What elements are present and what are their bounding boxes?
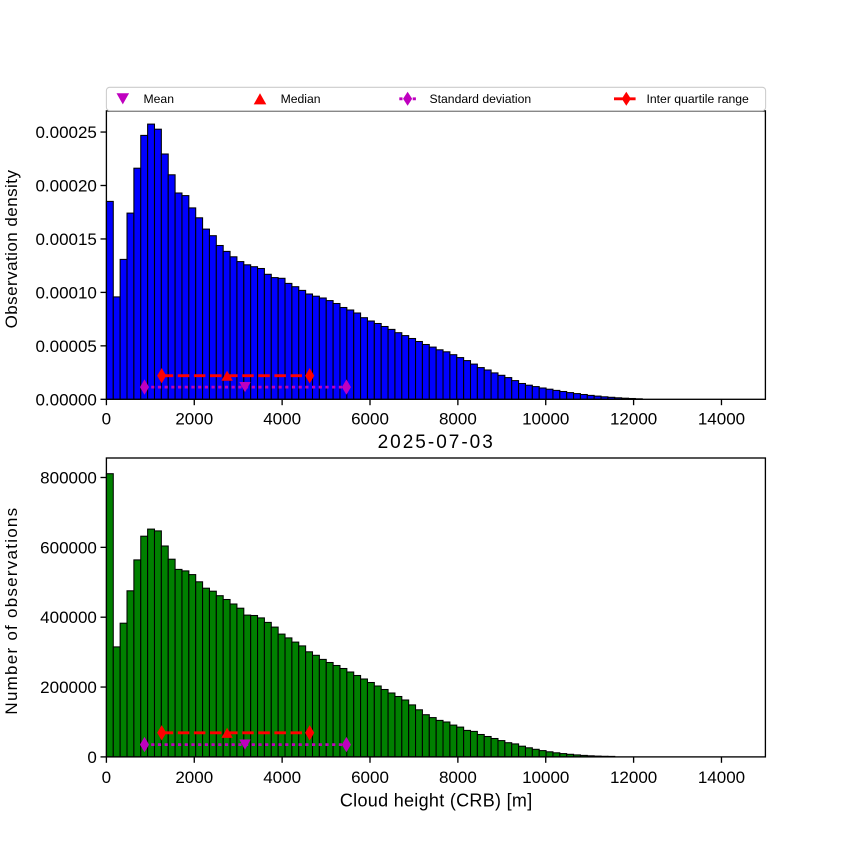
svg-text:12000: 12000 [610,410,657,429]
svg-text:Mean: Mean [144,92,175,106]
svg-text:0.00020: 0.00020 [35,177,96,196]
svg-text:Observation density: Observation density [2,170,21,329]
svg-text:600000: 600000 [40,538,97,557]
svg-text:Standard deviation: Standard deviation [430,92,532,106]
svg-text:4000: 4000 [263,410,301,429]
svg-text:0.00005: 0.00005 [35,337,96,356]
svg-text:14000: 14000 [698,410,745,429]
svg-text:6000: 6000 [351,410,389,429]
svg-text:12000: 12000 [610,768,657,787]
svg-text:10000: 10000 [522,410,569,429]
svg-text:14000: 14000 [698,768,745,787]
svg-text:2000: 2000 [175,410,213,429]
svg-text:Cloud height (CRB) [m]: Cloud height (CRB) [m] [340,791,533,811]
svg-text:0: 0 [87,748,96,767]
svg-text:0.00025: 0.00025 [35,123,96,142]
svg-text:0: 0 [102,410,111,429]
svg-text:8000: 8000 [439,410,477,429]
svg-text:Median: Median [281,92,321,106]
svg-text:0: 0 [102,768,111,787]
svg-text:4000: 4000 [263,768,301,787]
svg-text:800000: 800000 [40,469,97,488]
svg-text:8000: 8000 [439,768,477,787]
svg-text:0.00000: 0.00000 [35,390,96,409]
svg-text:6000: 6000 [351,768,389,787]
svg-text:0.00015: 0.00015 [35,230,96,249]
svg-text:2000: 2000 [175,768,213,787]
svg-text:Number of observations: Number of observations [2,507,21,715]
svg-text:0.00010: 0.00010 [35,283,96,302]
svg-text:Inter quartile range: Inter quartile range [647,92,750,106]
svg-text:2025-07-03: 2025-07-03 [378,432,495,453]
svg-text:400000: 400000 [40,608,97,627]
svg-text:200000: 200000 [40,678,97,697]
svg-text:10000: 10000 [522,768,569,787]
